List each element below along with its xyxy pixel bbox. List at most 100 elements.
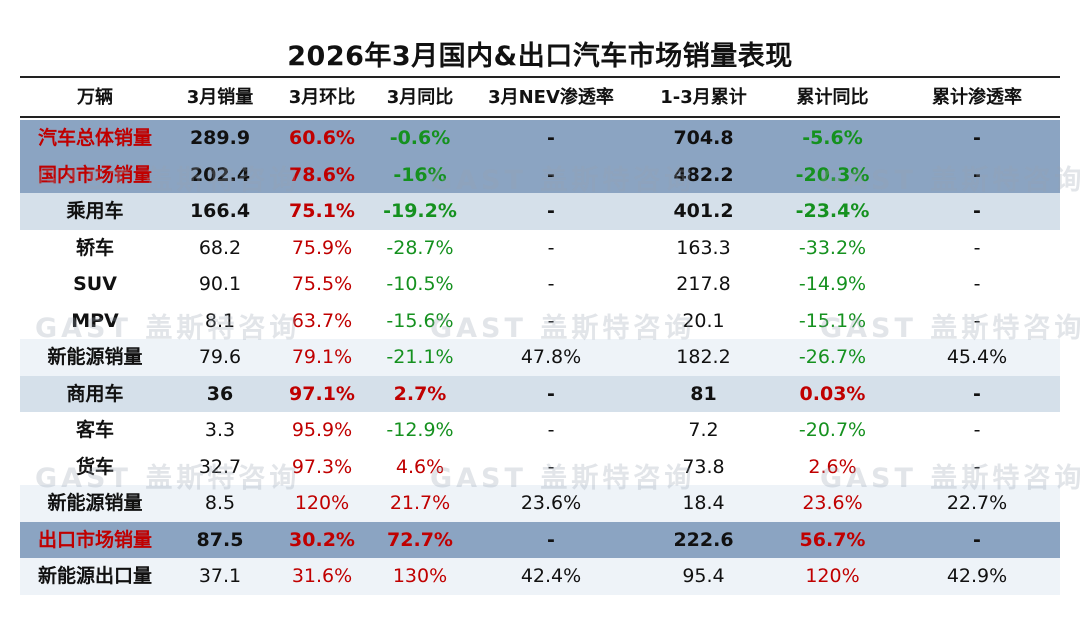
cell-ytd-yoy: -23.4% <box>795 200 870 223</box>
cell-ytd: 163.3 <box>676 236 731 259</box>
cell-mom: 78.6% <box>289 163 355 186</box>
cell-ytd-penetration: - <box>973 309 981 332</box>
cell-nev-penetration: 23.6% <box>520 492 582 515</box>
cell-ytd-penetration: - <box>973 236 981 259</box>
table-row: MPV 8.1 63.7% -15.6% - 20.1 -15.1% - <box>20 303 1060 340</box>
table-row: 新能源销量 8.5 120% 21.7% 23.6% 18.4 23.6% 22… <box>20 485 1060 522</box>
col-header-ytd-yoy: 累计同比 <box>796 87 869 108</box>
cell-yoy: 4.6% <box>395 455 445 478</box>
table-row: 新能源出口量 37.1 31.6% 130% 42.4% 95.4 120% 4… <box>20 558 1060 595</box>
col-header-ytd: 1-3月累计 <box>660 87 747 108</box>
cell-ytd-yoy: 23.6% <box>802 492 863 515</box>
row-label: 轿车 <box>75 236 114 259</box>
cell-nev-penetration: - <box>547 200 555 223</box>
cell-ytd-penetration: 42.9% <box>946 565 1008 588</box>
sales-table: 万辆 3月销量 3月环比 3月同比 3月NEV渗透率 1-3月累计 累计同比 累… <box>20 80 1060 595</box>
cell-ytd: 95.4 <box>682 565 725 588</box>
row-label: SUV <box>73 273 117 296</box>
cell-ytd-yoy: 56.7% <box>799 528 866 551</box>
cell-march-sales: 68.2 <box>198 236 242 259</box>
cell-ytd: 20.1 <box>682 309 725 332</box>
cell-ytd-penetration: - <box>973 528 981 551</box>
cell-ytd: 217.8 <box>676 273 731 296</box>
cell-march-sales: 8.1 <box>204 309 236 332</box>
cell-march-sales: 79.6 <box>198 346 242 369</box>
cell-yoy: -19.2% <box>383 200 457 223</box>
cell-ytd-yoy: 0.03% <box>799 382 866 405</box>
table-row: 货车 32.7 97.3% 4.6% - 73.8 2.6% - <box>20 449 1060 486</box>
cell-yoy: 2.7% <box>393 382 447 405</box>
table-row: 商用车 36 97.1% 2.7% - 81 0.03% - <box>20 375 1060 412</box>
cell-ytd: 182.2 <box>676 346 731 369</box>
cell-yoy: -15.6% <box>386 309 454 332</box>
cell-ytd: 81 <box>690 382 717 405</box>
cell-nev-penetration: 47.8% <box>520 346 582 369</box>
cell-ytd-penetration: 22.7% <box>946 492 1008 515</box>
table-row: 乘用车 166.4 75.1% -19.2% - 401.2 -23.4% - <box>20 193 1060 230</box>
cell-ytd-yoy: -15.1% <box>798 309 867 332</box>
cell-march-sales: 166.4 <box>189 200 251 223</box>
cell-mom: 63.7% <box>291 309 353 332</box>
cell-mom: 97.1% <box>289 382 355 405</box>
cell-nev-penetration: - <box>547 528 555 551</box>
cell-ytd-penetration: - <box>973 163 981 186</box>
cell-ytd: 7.2 <box>688 419 719 442</box>
cell-march-sales: 36 <box>206 382 234 405</box>
cell-ytd-yoy: -33.2% <box>798 236 867 259</box>
cell-yoy: -21.1% <box>386 346 454 369</box>
cell-mom: 75.9% <box>291 236 353 259</box>
cell-nev-penetration: 42.4% <box>520 565 582 588</box>
cell-nev-penetration: - <box>547 236 555 259</box>
row-label: 乘用车 <box>66 200 124 223</box>
cell-mom: 60.6% <box>289 127 355 150</box>
cell-nev-penetration: - <box>547 309 555 332</box>
table-row: 客车 3.3 95.9% -12.9% - 7.2 -20.7% - <box>20 412 1060 449</box>
cell-yoy: 130% <box>392 565 448 588</box>
col-header-mom: 3月环比 <box>288 87 356 108</box>
row-label: 货车 <box>75 455 114 478</box>
cell-mom: 97.3% <box>291 455 353 478</box>
cell-march-sales: 289.9 <box>189 127 251 150</box>
cell-march-sales: 32.7 <box>198 455 242 478</box>
cell-yoy: -16% <box>393 163 447 186</box>
cell-mom: 120% <box>294 492 350 515</box>
cell-march-sales: 202.4 <box>189 163 251 186</box>
cell-ytd: 222.6 <box>673 528 734 551</box>
cell-ytd-penetration: - <box>973 200 981 223</box>
cell-ytd-penetration: - <box>973 273 981 296</box>
row-label: MPV <box>71 309 119 332</box>
row-label: 汽车总体销量 <box>37 127 152 150</box>
cell-mom: 79.1% <box>291 346 353 369</box>
cell-ytd-yoy: -14.9% <box>798 273 867 296</box>
cell-yoy: 72.7% <box>387 528 453 551</box>
cell-ytd-yoy: -20.7% <box>798 419 867 442</box>
col-header-ytd-penetration: 累计渗透率 <box>932 87 1022 108</box>
cell-nev-penetration: - <box>547 455 555 478</box>
table-row: 轿车 68.2 75.9% -28.7% - 163.3 -33.2% - <box>20 230 1060 267</box>
cell-march-sales: 87.5 <box>196 528 244 551</box>
cell-ytd: 482.2 <box>673 163 734 186</box>
row-label: 客车 <box>75 419 114 442</box>
cell-ytd-penetration: - <box>973 455 981 478</box>
cell-nev-penetration: - <box>547 419 555 442</box>
cell-ytd-penetration: - <box>973 127 981 150</box>
table-row: 出口市场销量 87.5 30.2% 72.7% - 222.6 56.7% - <box>20 521 1060 558</box>
cell-ytd-penetration: 45.4% <box>946 346 1008 369</box>
row-label: 新能源销量 <box>47 346 143 369</box>
header-bottom-rule <box>20 116 1060 118</box>
cell-ytd: 401.2 <box>673 200 734 223</box>
cell-march-sales: 3.3 <box>204 419 236 442</box>
cell-ytd-yoy: -20.3% <box>795 163 870 186</box>
cell-nev-penetration: - <box>547 382 555 405</box>
cell-mom: 75.1% <box>289 200 355 223</box>
col-header-unit: 万辆 <box>77 87 113 108</box>
cell-yoy: -10.5% <box>386 273 454 296</box>
col-header-march-sales: 3月销量 <box>186 87 254 108</box>
cell-mom: 31.6% <box>291 565 353 588</box>
cell-yoy: 21.7% <box>389 492 451 515</box>
cell-ytd-yoy: 120% <box>805 565 860 588</box>
cell-mom: 30.2% <box>289 528 355 551</box>
row-label: 新能源销量 <box>47 492 143 515</box>
cell-ytd-yoy: -5.6% <box>802 127 863 150</box>
cell-yoy: -12.9% <box>386 419 454 442</box>
